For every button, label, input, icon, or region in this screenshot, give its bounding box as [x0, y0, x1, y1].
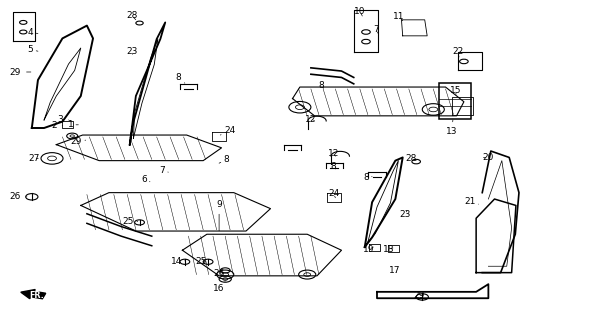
- FancyArrow shape: [21, 290, 46, 299]
- Text: 10: 10: [354, 7, 365, 16]
- Text: 7: 7: [373, 25, 379, 34]
- Text: 23: 23: [400, 210, 411, 219]
- Text: 2: 2: [51, 121, 62, 130]
- Text: 28: 28: [406, 154, 417, 163]
- Text: 23: 23: [126, 47, 137, 56]
- Text: 1: 1: [67, 120, 78, 129]
- Text: 29: 29: [10, 68, 31, 76]
- Text: 29: 29: [414, 292, 425, 300]
- Text: 8: 8: [318, 81, 324, 90]
- Text: 20: 20: [483, 153, 494, 162]
- Text: 9: 9: [216, 200, 222, 231]
- Text: 8: 8: [363, 173, 372, 182]
- Text: 28: 28: [126, 11, 137, 20]
- Text: 8: 8: [330, 162, 337, 171]
- Text: 8: 8: [219, 155, 230, 164]
- Bar: [439, 83, 471, 119]
- Text: 25: 25: [195, 257, 206, 266]
- Text: 12: 12: [328, 149, 339, 158]
- Text: 25: 25: [123, 217, 138, 226]
- Text: 18: 18: [383, 245, 394, 254]
- Text: 17: 17: [389, 266, 400, 275]
- Text: 15: 15: [450, 86, 461, 95]
- Text: 6: 6: [141, 175, 150, 184]
- Text: 27: 27: [28, 154, 39, 163]
- Text: 16: 16: [214, 281, 225, 293]
- Text: 11: 11: [394, 12, 405, 21]
- Text: FR.: FR.: [29, 291, 44, 300]
- Text: 7: 7: [159, 166, 168, 175]
- Text: 13: 13: [446, 120, 457, 136]
- Text: 22: 22: [452, 47, 463, 57]
- Text: 5: 5: [28, 45, 38, 54]
- Text: 14: 14: [171, 257, 185, 266]
- Text: 12: 12: [305, 115, 316, 124]
- Text: 4: 4: [28, 28, 38, 36]
- Text: 24: 24: [220, 126, 235, 135]
- Text: 19: 19: [363, 245, 374, 254]
- Text: 3: 3: [57, 115, 69, 124]
- Text: 8: 8: [176, 73, 185, 83]
- Text: 26: 26: [214, 269, 225, 278]
- Text: 29: 29: [71, 137, 86, 146]
- Text: 26: 26: [10, 192, 27, 201]
- Text: 21: 21: [465, 197, 479, 206]
- Text: 24: 24: [328, 189, 339, 198]
